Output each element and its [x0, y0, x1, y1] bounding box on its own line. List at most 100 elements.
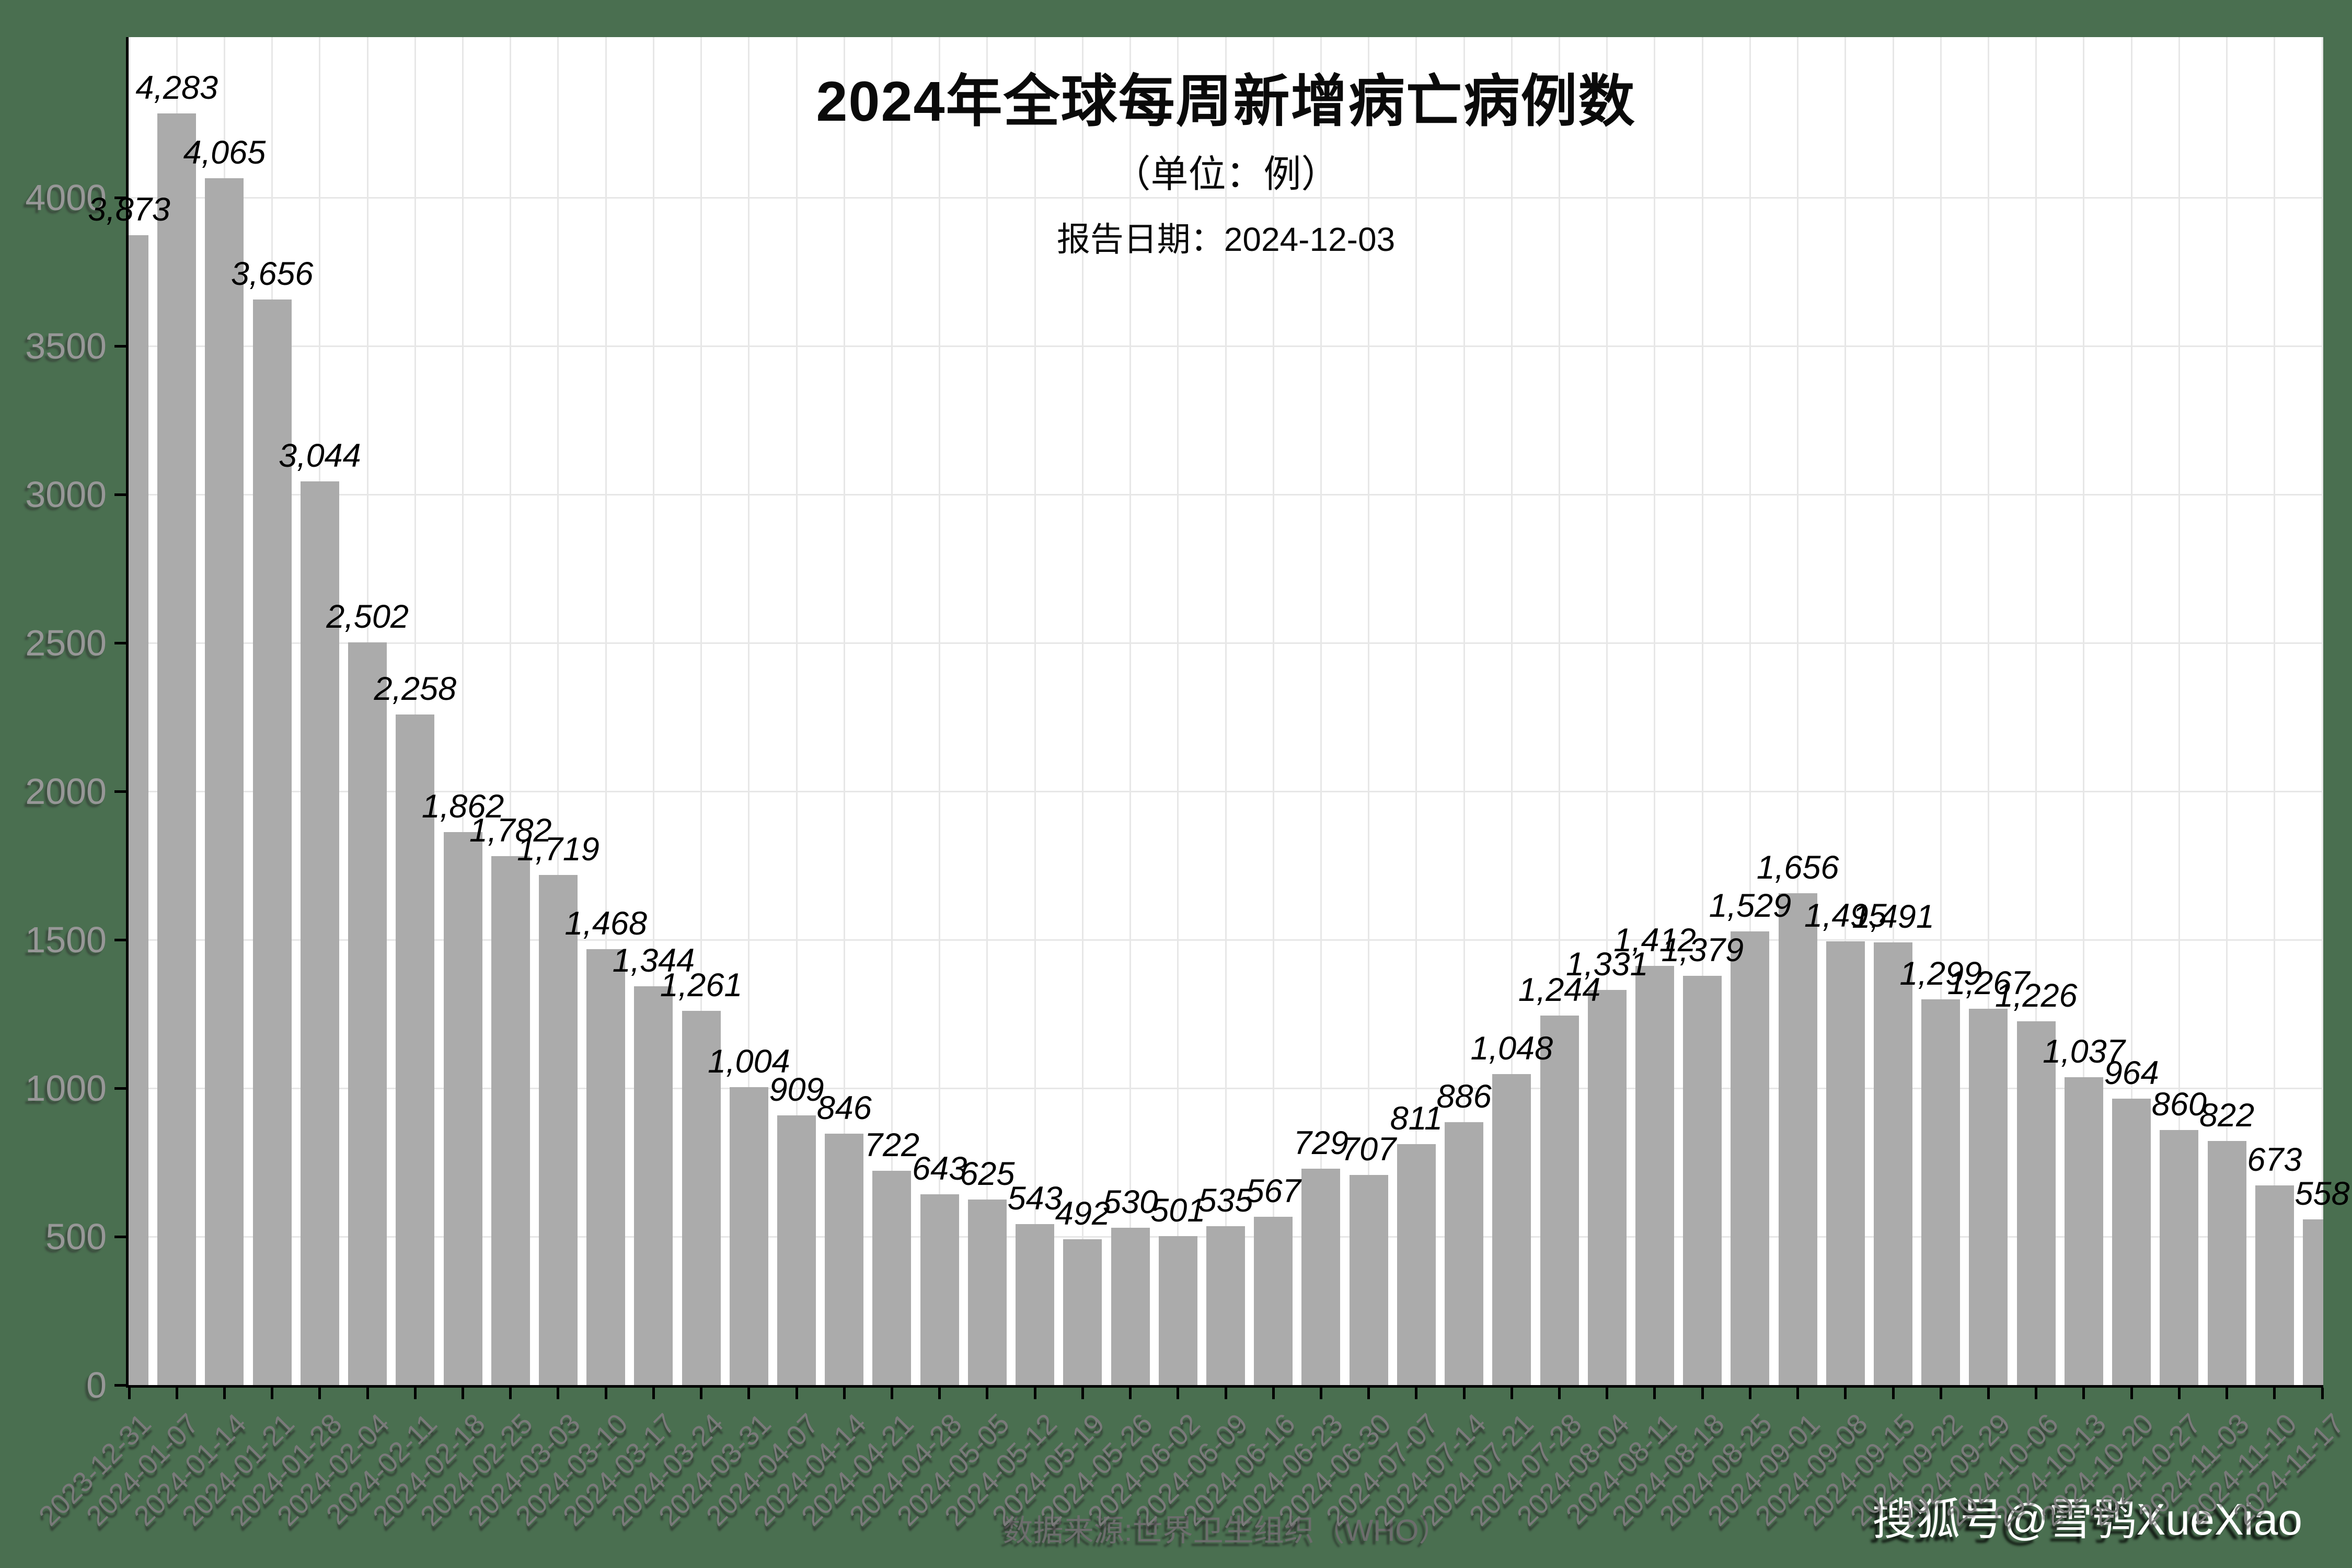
bar: [1874, 942, 1913, 1385]
y-gridline: [129, 493, 2323, 495]
x-tick: [1319, 1388, 1322, 1399]
x-gridline: [1701, 37, 1703, 1385]
x-tick: [2130, 1388, 2133, 1399]
bar-value-label: 722: [864, 1126, 920, 1163]
bar-value-label: 558: [2295, 1175, 2350, 1213]
bar: [2160, 1130, 2199, 1385]
bar: [2016, 1021, 2056, 1385]
x-gridline: [2178, 37, 2180, 1385]
x-gridline: [700, 37, 702, 1385]
y-tick: [114, 493, 126, 496]
x-tick: [2035, 1388, 2038, 1399]
x-tick: [366, 1388, 369, 1399]
x-gridline: [1415, 37, 1417, 1385]
bar-value-label: 530: [1103, 1183, 1158, 1220]
x-tick: [1272, 1388, 1275, 1399]
bar: [129, 235, 148, 1385]
y-tick: [114, 1087, 126, 1090]
bar: [1397, 1144, 1436, 1385]
y-tick: [114, 790, 126, 793]
bar-value-label: 4,065: [183, 134, 266, 171]
x-gridline: [1463, 37, 1465, 1385]
bar: [1445, 1122, 1484, 1385]
bar: [1206, 1226, 1245, 1385]
bar: [586, 949, 626, 1385]
x-gridline: [1272, 37, 1274, 1385]
x-tick: [2177, 1388, 2181, 1399]
bar-value-label: 1,491: [1852, 898, 1934, 936]
bar: [1921, 999, 1961, 1385]
bar-value-label: 1,379: [1661, 931, 1744, 969]
bar: [2112, 1099, 2151, 1385]
bar-value-label: 3,044: [279, 437, 361, 474]
bar: [1731, 931, 1770, 1385]
plot-area: [129, 37, 2323, 1385]
bar: [2303, 1219, 2323, 1385]
x-tick: [1129, 1388, 1132, 1399]
x-tick: [271, 1388, 274, 1399]
bar: [2064, 1077, 2103, 1385]
x-tick: [1367, 1388, 1370, 1399]
bar-value-label: 2,502: [326, 598, 409, 635]
y-gridline: [129, 642, 2323, 644]
report-date: 报告日期：2024-12-03: [1056, 221, 1396, 258]
y-axis: [126, 37, 129, 1385]
x-tick: [1177, 1388, 1180, 1399]
y-tick-label: 500: [45, 1216, 107, 1257]
y-tick: [114, 345, 126, 348]
bar-value-label: 846: [816, 1090, 872, 1127]
bar: [1587, 990, 1627, 1385]
x-gridline: [1749, 37, 1751, 1385]
bar: [348, 642, 387, 1385]
x-gridline: [986, 37, 988, 1385]
bar-value-label: 3,873: [88, 191, 170, 228]
x-gridline: [2226, 37, 2228, 1385]
y-tick: [114, 1384, 126, 1387]
x-gridline: [1129, 37, 1132, 1385]
chart-subtitle: （单位：例）: [1113, 154, 1339, 195]
bar-value-label: 1,468: [564, 905, 647, 942]
x-tick: [1748, 1388, 1751, 1399]
x-tick: [795, 1388, 798, 1399]
bar-value-label: 4,283: [135, 70, 218, 107]
bar-value-label: 811: [1390, 1100, 1443, 1137]
x-gridline: [2274, 37, 2276, 1385]
x-tick: [700, 1388, 703, 1399]
bar: [300, 481, 339, 1385]
x-tick: [1558, 1388, 1561, 1399]
x-tick: [128, 1388, 131, 1399]
x-tick: [938, 1388, 941, 1399]
x-gridline: [1987, 37, 1989, 1385]
y-tick: [114, 197, 126, 199]
x-gridline: [1225, 37, 1227, 1385]
x-gridline: [1081, 37, 1083, 1385]
x-tick: [1033, 1388, 1036, 1399]
bar-value-label: 3,656: [230, 256, 314, 293]
bar-value-label: 1,244: [1518, 972, 1601, 1009]
bar-value-label: 643: [912, 1150, 967, 1187]
bar: [1635, 966, 1674, 1385]
x-tick: [509, 1388, 512, 1399]
y-gridline: [129, 790, 2323, 792]
x-tick: [175, 1388, 178, 1399]
y-tick: [114, 642, 126, 644]
bar-value-label: 492: [1055, 1195, 1110, 1232]
bar: [682, 1011, 721, 1385]
y-tick-label: 3000: [25, 474, 107, 515]
bar: [2207, 1141, 2246, 1385]
x-gridline: [795, 37, 798, 1385]
bar-value-label: 2,258: [374, 671, 457, 708]
x-gridline: [939, 37, 941, 1385]
x-gridline: [1892, 37, 1894, 1385]
bar: [491, 856, 530, 1385]
x-gridline: [2130, 37, 2132, 1385]
x-tick: [652, 1388, 655, 1399]
y-gridline: [129, 197, 2323, 199]
bar: [1683, 976, 1722, 1385]
x-gridline: [748, 37, 750, 1385]
title-block: 2024年全球每周新增病亡病例数 （单位：例） 报告日期：2024-12-03: [129, 72, 2323, 258]
x-gridline: [1034, 37, 1036, 1385]
bar: [1492, 1074, 1531, 1385]
bar-value-label: 501: [1150, 1192, 1206, 1229]
bar: [252, 299, 292, 1385]
